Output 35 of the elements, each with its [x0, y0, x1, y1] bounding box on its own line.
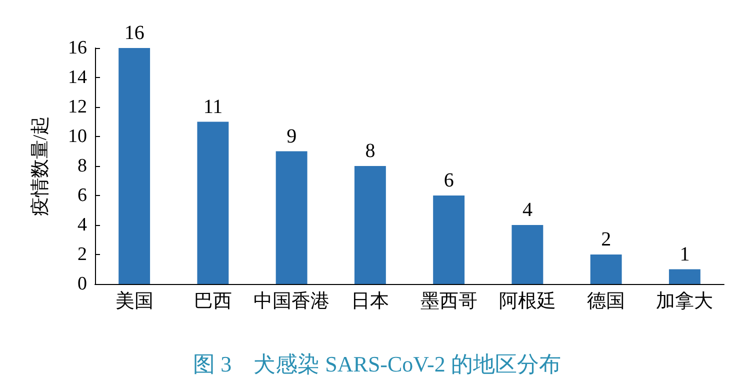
y-tick-label: 0	[78, 274, 87, 294]
data-label: 1	[680, 243, 690, 266]
data-label: 8	[365, 140, 376, 162]
x-tick-label: 中国香港	[254, 291, 330, 312]
data-label: 16	[124, 22, 144, 44]
data-label: 11	[203, 96, 223, 118]
y-tick-label: 10	[68, 126, 87, 147]
text: 图 3 犬感染 SARS-CoV-2 的地区分布	[193, 352, 561, 376]
data-label: 4	[522, 199, 532, 221]
x-tick-label: 墨西哥	[420, 291, 478, 312]
x-tick-label: 加拿大	[656, 291, 714, 312]
data-label: 9	[286, 125, 297, 148]
data-label: 2	[601, 228, 612, 250]
y-tick-label: 2	[78, 244, 87, 265]
bar	[276, 151, 308, 284]
x-tick-label: 德国	[587, 291, 626, 312]
y-tick-label: 14	[68, 67, 88, 88]
y-axis-title: 疫情数量/起	[30, 116, 51, 216]
x-tick-label: 巴西	[194, 291, 232, 312]
x-tick-label: 阿根廷	[498, 291, 556, 312]
bar	[590, 254, 622, 284]
y-tick-label: 4	[78, 214, 88, 236]
bar	[118, 48, 150, 284]
y-tick-label: 8	[78, 156, 87, 176]
bar	[668, 269, 700, 284]
y-tick-label: 12	[68, 96, 87, 118]
y-tick-label: 6	[78, 185, 87, 206]
x-tick-label: 日本	[351, 291, 390, 312]
bar	[354, 166, 386, 284]
bar	[197, 122, 229, 284]
y-tick-label: 16	[68, 38, 87, 58]
bar	[433, 196, 465, 284]
data-label: 6	[444, 170, 454, 192]
x-tick-label: 美国	[115, 290, 154, 312]
bar	[512, 225, 544, 284]
